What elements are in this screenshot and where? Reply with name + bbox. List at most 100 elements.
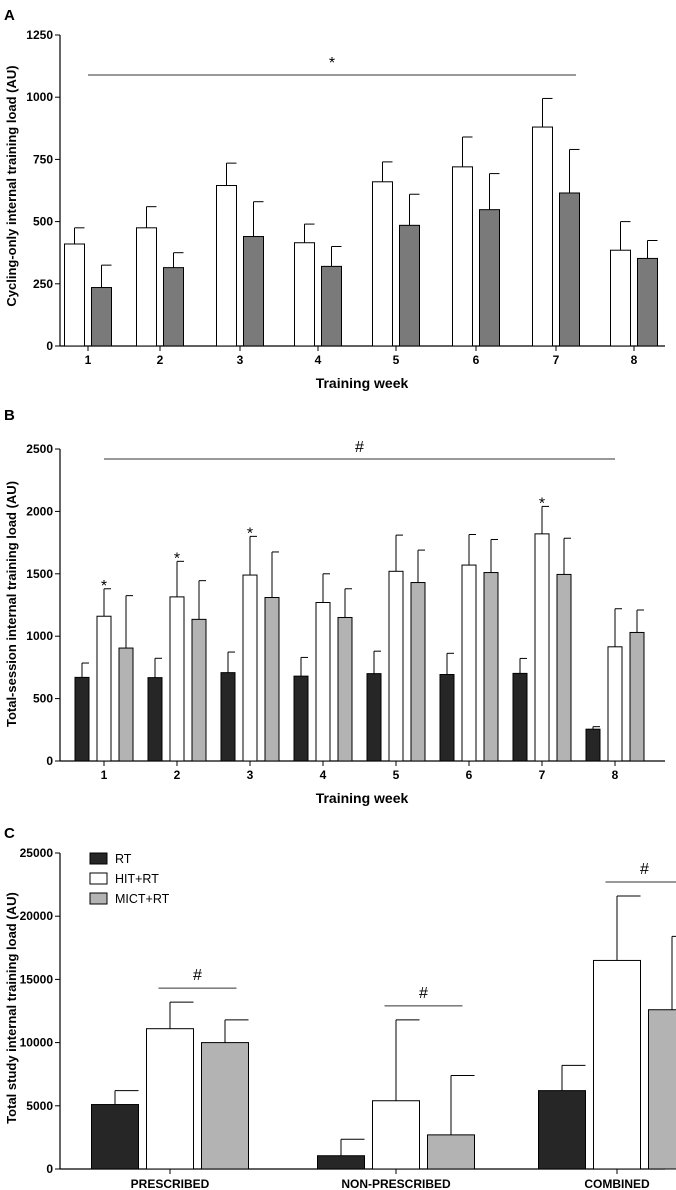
panel-b-ylabel: Total-session internal training load (AU…: [4, 481, 19, 727]
panel-b-bar-hit-rt-2: [169, 596, 185, 762]
panel-b-star-7: *: [539, 495, 545, 512]
panel-a-x-tick-label: 1: [85, 353, 92, 367]
panel-c-annotations: # # #: [158, 861, 676, 1007]
panel-b-bar-mict-rt-4: [337, 616, 353, 762]
panel-c-bar-rt-non-prescribed: [317, 1155, 365, 1170]
panel-a-bar-mict-rt-2: [163, 267, 184, 347]
panel-b-y-tick-label: 2500: [26, 442, 53, 456]
panel-a-letter: A: [4, 7, 15, 24]
panel-b-bar-hit-rt-7: [534, 533, 550, 762]
panel-a-bar-hit-rt-3: [216, 185, 237, 347]
legend-label-mict-rt: MICT+RT: [115, 892, 170, 906]
panel-a-x-tick-label: 8: [631, 353, 638, 367]
panel-c-significance-mark: #: [193, 967, 202, 984]
panel-c-bar-mict-rt-combined: [648, 1009, 676, 1170]
panel-a-bar-hit-rt-2: [136, 227, 157, 347]
panel-b-x-tick-label: 8: [612, 768, 619, 782]
panel-b-bar-mict-rt-8: [629, 631, 645, 762]
panel-b-bar-hit-rt-1: [96, 615, 112, 762]
panel-b-significance-mark: #: [355, 439, 364, 456]
panel-a-bar-mict-rt-6: [479, 209, 500, 347]
panel-b-annotations: # * * * *: [101, 439, 615, 595]
panel-a-bar-hit-rt-7: [532, 126, 553, 347]
panel-c-x-tick-label: PRESCRIBED: [131, 1177, 210, 1190]
panel-c-y-tick-label: 0: [46, 1162, 53, 1176]
panel-b-bar-mict-rt-3: [264, 597, 280, 762]
panel-c-y-tick-label: 5000: [26, 1099, 53, 1113]
panel-c-bar-hit-rt-combined: [593, 959, 641, 1170]
panel-b-star-1: *: [101, 578, 107, 595]
panel-a-bar-hit-rt-8: [610, 249, 631, 347]
panel-b-bar-rt-3: [220, 672, 236, 762]
panel-c-x-tick-label: COMBINED: [584, 1177, 650, 1190]
legend-label-hit-rt: HIT+RT: [115, 872, 159, 886]
panel-a-x-tick-label: 3: [237, 353, 244, 367]
panel-a-bar-hit-rt-5: [372, 181, 393, 347]
panel-a-y-tick-label: 750: [33, 152, 53, 166]
panel-a-ylabel: Cycling-only internal training load (AU): [4, 65, 19, 306]
panel-b-star-2: *: [174, 550, 180, 567]
panel-a-bar-hit-rt-1: [64, 243, 85, 347]
panel-b-bars: [74, 505, 645, 762]
panel-a-y-tick-label: 250: [33, 277, 53, 291]
panel-b-bar-mict-rt-5: [410, 582, 426, 762]
panel-c-bar-mict-rt-non-prescribed: [427, 1134, 475, 1170]
panel-a-xlabel: Training week: [316, 375, 409, 391]
panel-b-xlabel: Training week: [316, 790, 409, 806]
panel-a-bar-mict-rt-8: [637, 257, 658, 347]
panel-b-bar-rt-5: [366, 673, 382, 762]
panel-a-x-tick-label: 2: [157, 353, 164, 367]
panel-b-bar-rt-1: [74, 676, 90, 762]
panel-b-x-tick-label: 1: [101, 768, 108, 782]
panel-a-x-tick-label: 6: [473, 353, 480, 367]
panel-b-bar-rt-6: [439, 674, 455, 762]
panel-b-bar-hit-rt-3: [242, 574, 258, 762]
panel-c-y-tick-label: 25000: [20, 846, 54, 860]
panel-a-axes: 0 250 500 750 1000 1250 1 2 3 4 5 6 7 8: [26, 28, 665, 367]
panel-b-bar-rt-4: [293, 675, 309, 762]
legend-swatch-hit-rt: [89, 872, 108, 885]
panel-c-bars: [91, 895, 676, 1170]
panel-b: B Total-session internal training load (…: [4, 407, 665, 806]
panel-c-ylabel: Total study internal training load (AU): [4, 892, 19, 1124]
panel-c-y-tick-label: 20000: [20, 909, 54, 923]
panel-b-x-tick-label: 2: [174, 768, 181, 782]
panel-c-y-tick-label: 15000: [20, 972, 54, 986]
panel-c-axes: 0 5000 10000 15000 20000 25000 PRESCRIBED NON-P…: [20, 846, 665, 1190]
panel-b-bar-hit-rt-6: [461, 564, 477, 762]
panel-b-bar-mict-rt-2: [191, 618, 207, 762]
panel-c-significance-mark: #: [640, 861, 649, 878]
panel-a-bar-hit-rt-4: [294, 242, 315, 347]
panel-b-bar-rt-2: [147, 677, 163, 762]
panel-b-y-tick-label: 500: [33, 692, 53, 706]
panel-b-bar-hit-rt-5: [388, 570, 404, 762]
panel-b-y-tick-label: 2000: [26, 504, 53, 518]
legend-label-rt: RT: [115, 852, 132, 866]
panel-c-bar-hit-rt-prescribed: [146, 1028, 194, 1170]
panel-b-y-tick-label: 0: [46, 754, 53, 768]
panel-b-axes: 0 500 1000 1500 2000 2500 1 2 3 4 5 6 7 8: [26, 442, 665, 782]
panel-b-bar-hit-rt-8: [607, 646, 623, 762]
panel-a-bar-mict-rt-7: [559, 192, 580, 347]
legend-swatch-rt: [89, 852, 108, 865]
panel-b-y-tick-label: 1000: [26, 629, 53, 643]
panel-b-x-tick-label: 4: [320, 768, 327, 782]
panel-b-bar-hit-rt-4: [315, 602, 331, 762]
panel-a-y-tick-label: 1250: [26, 28, 53, 42]
panel-a-x-tick-label: 5: [393, 353, 400, 367]
panel-a-significance-mark: *: [329, 55, 335, 72]
panel-b-x-tick-label: 7: [539, 768, 546, 782]
panel-b-x-tick-label: 6: [466, 768, 473, 782]
panel-c-bar-mict-rt-prescribed: [201, 1042, 249, 1170]
panel-a-bar-mict-rt-1: [91, 287, 112, 347]
panel-a-x-tick-label: 7: [553, 353, 560, 367]
panel-b-x-tick-label: 3: [247, 768, 254, 782]
panel-c-significance-mark: #: [419, 985, 428, 1002]
panel-b-bar-mict-rt-6: [483, 572, 499, 762]
panel-b-bar-rt-7: [512, 672, 528, 762]
panel-b-star-3: *: [247, 525, 253, 542]
panel-c-letter: C: [4, 825, 15, 842]
panel-a: A Cycling-only internal training load (A…: [4, 7, 665, 391]
panel-c: C Total study internal training load (AU…: [4, 825, 676, 1190]
